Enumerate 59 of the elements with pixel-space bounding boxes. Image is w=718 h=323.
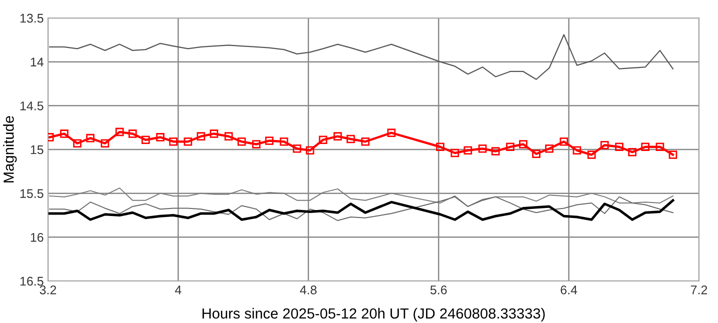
point: [238, 137, 246, 146]
x-tick-label: 6.4: [560, 285, 578, 294]
x-tick-label: 5.6: [430, 285, 447, 294]
point: [60, 130, 68, 138]
point: [572, 146, 582, 155]
point: [346, 134, 355, 144]
point: [280, 137, 288, 146]
point: [436, 142, 444, 152]
y-tick-label: 15.5: [20, 189, 44, 198]
point: [184, 137, 192, 146]
point: [128, 130, 137, 138]
point: [169, 137, 178, 146]
point: [306, 146, 314, 155]
point: [318, 136, 328, 144]
point: [450, 148, 460, 158]
point: [100, 139, 110, 148]
x-tick-label: 4.8: [300, 285, 317, 294]
point: [560, 137, 568, 146]
point: [252, 140, 260, 148]
point: [641, 142, 650, 152]
point: [224, 132, 233, 141]
y-tick-label: 16.5: [20, 276, 44, 286]
point: [668, 150, 678, 159]
point: [361, 137, 370, 146]
y-tick-label: 13.5: [20, 14, 44, 23]
point: [196, 132, 206, 141]
y-tick-label: 14.5: [20, 102, 44, 110]
point: [156, 133, 164, 142]
point: [265, 136, 274, 145]
x-tick-label: 7.2: [690, 285, 708, 294]
point: [532, 150, 540, 158]
point: [292, 144, 302, 153]
point: [141, 136, 150, 144]
point: [656, 142, 664, 152]
y-tick-label: 14: [30, 58, 44, 66]
y-tick-label: 15: [30, 145, 44, 154]
line-series: [49, 188, 674, 207]
point: [545, 144, 554, 153]
point: [73, 139, 82, 148]
point: [615, 142, 624, 152]
point: [628, 148, 636, 156]
point: [387, 128, 396, 138]
x-tick-label: 4: [175, 286, 182, 294]
point: [491, 147, 500, 156]
point: [506, 142, 514, 152]
point: [519, 140, 528, 148]
point: [478, 144, 487, 153]
point: [600, 140, 609, 150]
point: [86, 134, 94, 142]
point: [210, 130, 218, 138]
x-axis-title: Hours since 2025-05-12 20h UT (JD 2460808.33333): [202, 308, 545, 322]
point: [334, 132, 342, 141]
y-tick-label: 16: [30, 232, 44, 242]
point: [115, 128, 124, 136]
point: [464, 146, 472, 155]
y-axis-title: Magnitude: [3, 116, 17, 182]
point: [587, 150, 596, 159]
line-series: [49, 34, 674, 80]
x-tick-label: 3.2: [40, 285, 56, 294]
